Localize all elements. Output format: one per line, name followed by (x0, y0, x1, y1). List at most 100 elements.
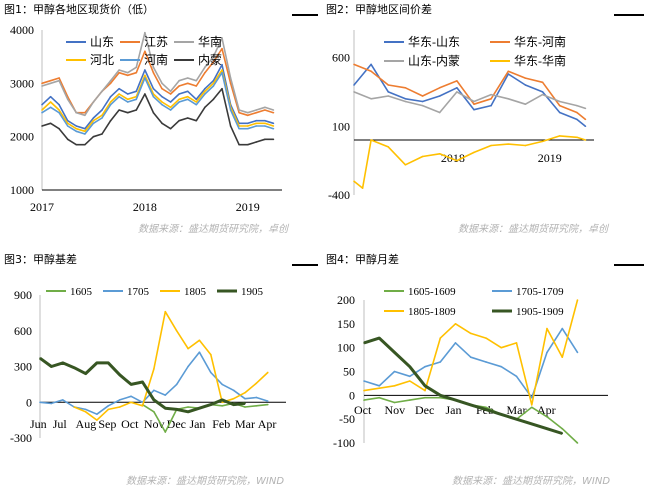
data-point (378, 387, 381, 389)
series-line (41, 47, 274, 117)
data-point (161, 95, 163, 98)
data-point (387, 91, 390, 93)
data-point (130, 383, 132, 386)
data-point (66, 125, 69, 127)
data-point (246, 143, 249, 146)
data-point (152, 111, 155, 114)
data-point (109, 101, 112, 103)
data-point (264, 138, 266, 141)
data-point (126, 71, 129, 74)
data-point (530, 406, 533, 409)
data-point (75, 143, 78, 146)
data-point (169, 106, 172, 109)
data-point (212, 61, 215, 63)
data-point (264, 122, 266, 125)
data-point (541, 91, 544, 93)
data-point (161, 87, 163, 90)
legend-label: 1605-1609 (408, 286, 456, 298)
data-point (255, 119, 258, 122)
data-point (246, 122, 249, 125)
data-point (195, 101, 198, 103)
data-point (500, 365, 503, 368)
data-point (238, 111, 240, 114)
legend-label: 1905-1909 (516, 306, 564, 318)
data-point (212, 85, 215, 87)
data-point (421, 155, 424, 158)
data-point (118, 69, 120, 71)
data-point (272, 125, 275, 127)
data-point (152, 66, 155, 69)
data-point (161, 82, 163, 85)
data-point (107, 408, 110, 411)
data-point (490, 97, 492, 100)
data-point (485, 361, 487, 363)
title-rule-2 (614, 14, 644, 16)
data-point (198, 407, 201, 410)
data-point (41, 109, 43, 111)
data-point (204, 90, 206, 93)
data-point (507, 143, 510, 145)
data-point (144, 50, 146, 53)
data-point (221, 69, 223, 71)
data-point (210, 403, 212, 406)
source-note-2: 数据来源：盛达期货研究院，卓创 (458, 224, 608, 235)
data-point (456, 80, 458, 82)
data-point (169, 90, 172, 93)
data-point (178, 85, 180, 87)
data-point (126, 98, 129, 101)
series-line (73, 310, 269, 421)
data-point (50, 365, 53, 368)
data-point (210, 371, 212, 374)
x-tick-label: Aug (76, 417, 97, 431)
y-tick-label: 3000 (10, 76, 34, 90)
legend-label: 河南 (144, 52, 168, 67)
data-point (246, 114, 249, 117)
data-point (244, 397, 246, 400)
x-tick-label: 2019 (236, 200, 260, 214)
x-tick-label: Dec (415, 403, 434, 417)
data-point (153, 368, 155, 370)
data-point (238, 109, 240, 111)
data-point (507, 97, 510, 100)
data-point (221, 47, 223, 50)
data-point (404, 86, 407, 89)
data-point (109, 119, 112, 122)
data-point (204, 87, 206, 90)
data-point (576, 299, 579, 301)
data-point (101, 117, 103, 119)
data-point (558, 104, 561, 107)
data-point (61, 399, 64, 401)
data-point (421, 104, 424, 107)
x-tick-label: Jan (446, 403, 462, 417)
data-point (408, 399, 411, 401)
data-point (204, 71, 206, 74)
data-point (530, 404, 533, 406)
data-point (58, 111, 60, 114)
data-point (576, 118, 578, 121)
data-point (576, 136, 578, 139)
data-point (221, 399, 224, 401)
data-point (73, 406, 75, 408)
data-point (109, 103, 112, 106)
data-point (244, 406, 246, 408)
data-point (84, 114, 86, 117)
data-point (58, 103, 60, 106)
y-tick-label: 4000 (10, 23, 34, 37)
data-point (524, 77, 527, 79)
data-point (408, 365, 411, 368)
data-point (221, 37, 223, 39)
data-point (546, 427, 548, 430)
legend-label: 华东-河南 (514, 34, 566, 49)
data-point (75, 127, 78, 130)
data-point (169, 101, 172, 103)
y-tick-label: -100 (333, 436, 355, 450)
data-point (92, 117, 95, 119)
series-line (353, 135, 586, 189)
x-tick-label: Oct (121, 417, 139, 431)
y-tick-label: -50 (339, 412, 355, 426)
data-point (96, 362, 98, 364)
data-point (454, 399, 457, 401)
data-point (84, 130, 86, 133)
data-point (58, 77, 60, 79)
